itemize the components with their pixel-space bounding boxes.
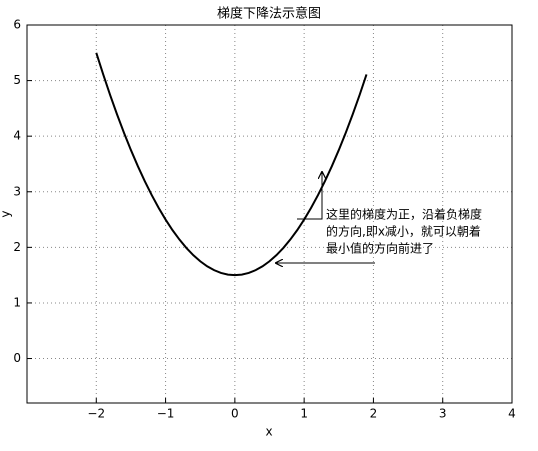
y-axis-label: y	[0, 210, 13, 217]
y-tick-label: 6	[13, 18, 21, 32]
y-tick-label: 4	[13, 129, 21, 143]
line	[95, 52, 368, 277]
x-tick-label: −1	[157, 407, 175, 421]
annotation: 最小值的方向前进了	[326, 241, 434, 256]
y-tick-label: 0	[13, 351, 21, 365]
chart-title: 梯度下降法示意图	[217, 6, 321, 22]
axes-frame	[26, 24, 513, 404]
x-tick-label: 2	[370, 407, 378, 421]
y-tick-label: 2	[13, 240, 21, 254]
annotation: 这里的梯度为正，沿着负梯度	[326, 207, 482, 222]
y-tick-label: 3	[13, 184, 21, 198]
x-tick-label: 1	[300, 407, 308, 421]
annotation: 的方向,即x减小，就可以朝着	[326, 224, 481, 239]
x-axis-label: x	[265, 425, 272, 439]
x-tick-label: 4	[508, 407, 516, 421]
x-tick-label: 0	[231, 407, 239, 421]
x-tick-label: 3	[439, 407, 447, 421]
x-tick-label: −2	[87, 407, 105, 421]
y-tick-label: 1	[13, 295, 21, 309]
y-tick-label: 5	[13, 73, 21, 87]
